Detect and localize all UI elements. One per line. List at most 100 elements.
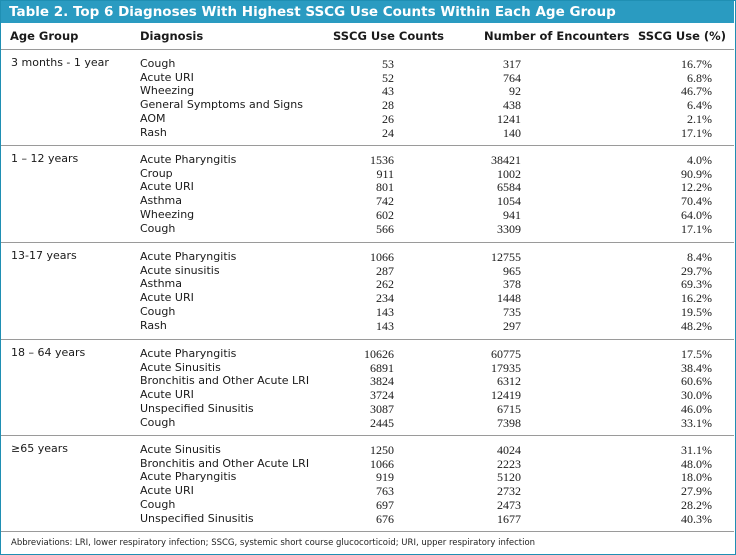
sscg-pct-cell: 19.5%	[681, 304, 712, 319]
sscg-pct-cell: 17.1%	[681, 221, 712, 236]
encounters-cell: 1677	[497, 511, 521, 526]
table-row: Rash 143 297 48.2%	[1, 319, 734, 333]
diagnosis-cell: Acute Sinusitis	[140, 360, 221, 374]
table-row: Acute URI 52 764 6.8%	[1, 71, 734, 85]
encounters-cell: 2223	[497, 456, 521, 471]
sscg-count-cell: 1250	[370, 443, 394, 457]
age-group-section: ≥65 years Acute Sinusitis 1250 4024 31.1% Bro…	[1, 435, 734, 531]
sscg-pct-cell: 90.9%	[681, 166, 712, 181]
encounters-cell: 2732	[497, 484, 521, 499]
age-group-label: ≥65 years	[11, 442, 68, 455]
table-row: Acute URI 801 6584 12.2%	[1, 180, 734, 194]
sscg-count-cell: 53	[382, 57, 394, 71]
diagnosis-cell: Wheezing	[140, 207, 195, 221]
diagnosis-cell: Acute Pharyngitis	[140, 347, 237, 360]
encounters-cell: 3309	[497, 221, 521, 236]
table-row: AOM 26 1241 2.1%	[1, 112, 734, 126]
encounters-cell: 2473	[497, 497, 521, 512]
diagnosis-cell: Cough	[140, 57, 176, 70]
diagnosis-cell: Acute Sinusitis	[140, 443, 221, 456]
age-group-label: 13-17 years	[11, 249, 77, 262]
sscg-pct-cell: 46.7%	[681, 84, 712, 99]
table-title: Table 2. Top 6 Diagnoses With Highest SS…	[1, 1, 734, 23]
encounters-cell: 6584	[497, 180, 521, 195]
sscg-count-cell: 763	[376, 484, 394, 499]
sscg-pct-cell: 31.1%	[681, 443, 712, 457]
sscg-pct-cell: 33.1%	[681, 415, 712, 430]
sscg-count-cell: 10626	[364, 347, 394, 361]
sscg-count-cell: 919	[376, 470, 394, 485]
sscg-pct-cell: 46.0%	[681, 401, 712, 416]
sscg-pct-cell: 48.0%	[681, 456, 712, 471]
diagnosis-cell: Unspecified Sinusitis	[140, 511, 254, 525]
header-sscg-use-pct: SSCG Use (%)	[638, 29, 726, 43]
sscg-pct-cell: 40.3%	[681, 511, 712, 526]
table-row: Cough 697 2473 28.2%	[1, 498, 734, 512]
diagnosis-cell: Asthma	[140, 277, 182, 291]
table-row: Asthma 742 1054 70.4%	[1, 194, 734, 208]
table-row: Acute sinusitis 287 965 29.7%	[1, 264, 734, 278]
age-group-label: 18 – 64 years	[11, 346, 86, 359]
encounters-cell: 297	[503, 318, 521, 333]
diagnosis-cell: Croup	[140, 166, 173, 180]
table-row: Rash 24 140 17.1%	[1, 126, 734, 140]
table-row: Asthma 262 378 69.3%	[1, 277, 734, 291]
sscg-count-cell: 3824	[370, 374, 394, 389]
encounters-cell: 1002	[497, 166, 521, 181]
table-row: General Symptoms and Signs 28 438 6.4%	[1, 98, 734, 112]
sscg-count-cell: 1066	[370, 250, 394, 264]
sscg-pct-cell: 29.7%	[681, 263, 712, 278]
table-row: Cough 53 317 16.7%	[1, 57, 734, 71]
table-row: Acute Sinusitis 1250 4024 31.1%	[1, 443, 734, 457]
diagnosis-cell: Unspecified Sinusitis	[140, 401, 254, 415]
sscg-count-cell: 52	[382, 70, 394, 85]
table-row: Cough 143 735 19.5%	[1, 305, 734, 319]
encounters-cell: 92	[509, 84, 521, 99]
encounters-cell: 38421	[491, 153, 521, 167]
encounters-cell: 12755	[491, 250, 521, 264]
diagnosis-cell: Acute URI	[140, 70, 194, 84]
table-row: Cough 566 3309 17.1%	[1, 222, 734, 236]
age-group-section: 18 – 64 years Acute Pharyngitis 10626 60775…	[1, 339, 734, 436]
header-diagnosis: Diagnosis	[140, 29, 204, 43]
sscg-pct-cell: 12.2%	[681, 180, 712, 195]
age-group-label: 3 months - 1 year	[11, 56, 109, 69]
sscg-count-cell: 1536	[370, 153, 394, 167]
sscg-pct-cell: 70.4%	[681, 194, 712, 209]
sscg-pct-cell: 69.3%	[681, 277, 712, 292]
header-number-of-encounters: Number of Encounters	[484, 29, 630, 43]
diagnosis-cell: Asthma	[140, 194, 182, 208]
header-sscg-use-counts: SSCG Use Counts	[333, 29, 444, 43]
sscg-pct-cell: 8.4%	[687, 250, 712, 264]
sscg-pct-cell: 2.1%	[687, 111, 712, 126]
table-row: Unspecified Sinusitis 3087 6715 46.0%	[1, 402, 734, 416]
sscg-count-cell: 801	[376, 180, 394, 195]
sscg-pct-cell: 16.7%	[681, 57, 712, 71]
encounters-cell: 17935	[491, 360, 521, 375]
sscg-pct-cell: 38.4%	[681, 360, 712, 375]
encounters-cell: 438	[503, 98, 521, 113]
sscg-pct-cell: 16.2%	[681, 291, 712, 306]
sscg-count-cell: 697	[376, 497, 394, 512]
diagnosis-cell: Acute URI	[140, 388, 194, 402]
diagnosis-cell: AOM	[140, 111, 166, 125]
diagnosis-cell: Rash	[140, 318, 167, 332]
sscg-count-cell: 143	[376, 304, 394, 319]
table-row: Acute Sinusitis 6891 17935 38.4%	[1, 361, 734, 375]
table-row: Wheezing 602 941 64.0%	[1, 208, 734, 222]
sscg-pct-cell: 6.8%	[687, 70, 712, 85]
table-row: Bronchitis and Other Acute LRI 1066 2223 48…	[1, 457, 734, 471]
encounters-cell: 735	[503, 304, 521, 319]
encounters-cell: 965	[503, 263, 521, 278]
encounters-cell: 378	[503, 277, 521, 292]
sscg-count-cell: 2445	[370, 415, 394, 430]
table-row: Bronchitis and Other Acute LRI 3824 6312 60…	[1, 374, 734, 388]
diagnosis-cell: Acute URI	[140, 484, 194, 498]
table-row: Croup 911 1002 90.9%	[1, 167, 734, 181]
sscg-count-cell: 742	[376, 194, 394, 209]
sscg-pct-cell: 17.1%	[681, 125, 712, 140]
diagnosis-cell: General Symptoms and Signs	[140, 98, 303, 112]
diagnosis-cell: Cough	[140, 415, 176, 429]
sscg-count-cell: 24	[382, 125, 394, 140]
